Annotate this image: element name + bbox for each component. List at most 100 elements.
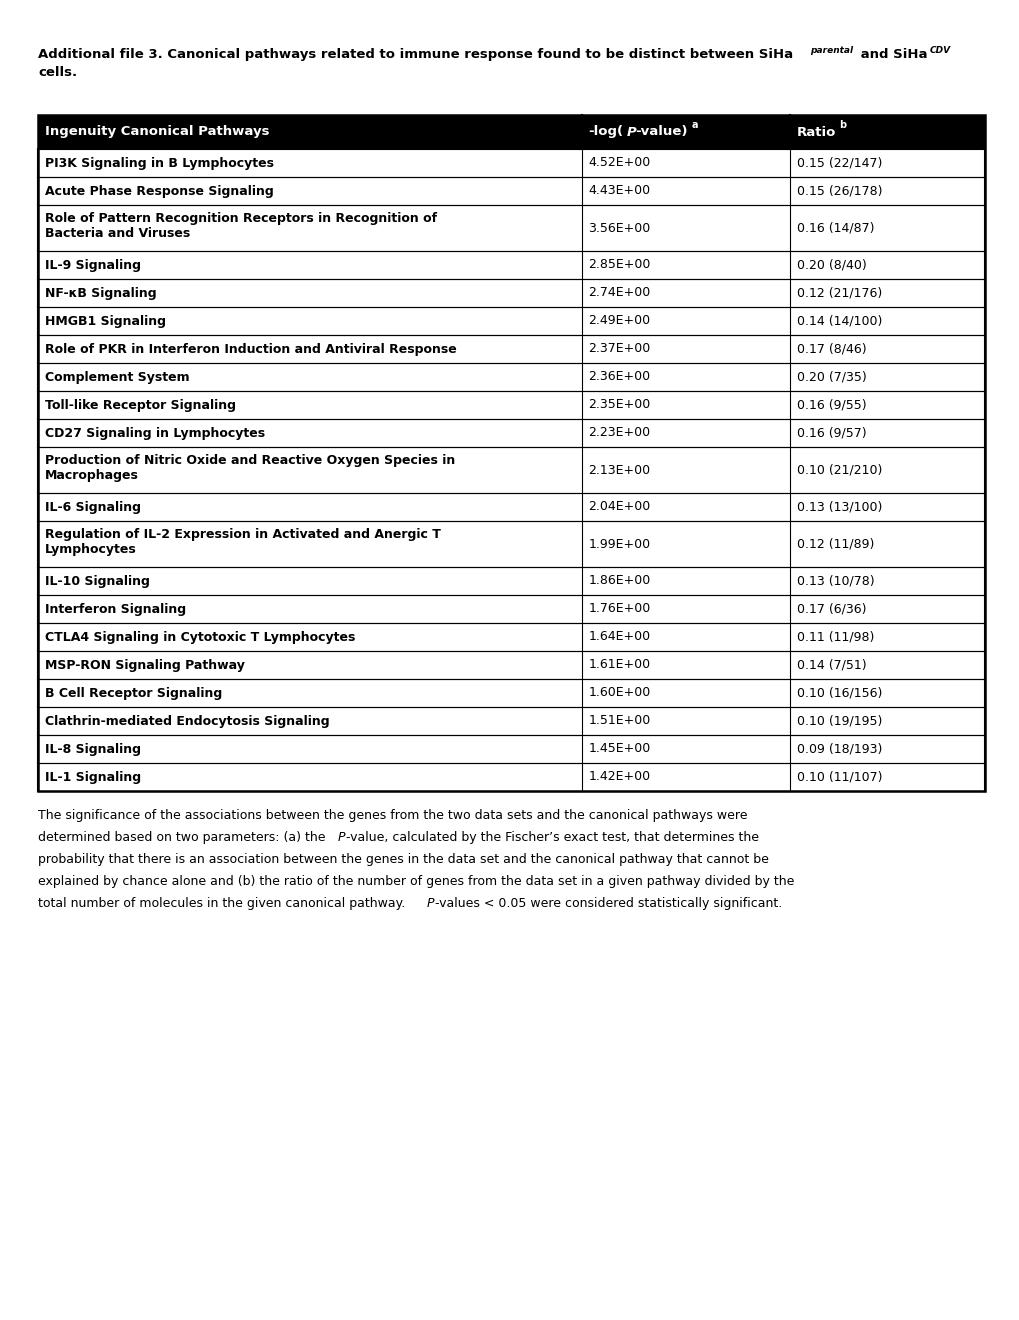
- Text: P: P: [626, 125, 636, 139]
- Text: Role of PKR in Interferon Induction and Antiviral Response: Role of PKR in Interferon Induction and …: [45, 342, 457, 355]
- Bar: [38, 279, 984, 308]
- Text: 0.14 (7/51): 0.14 (7/51): [796, 659, 866, 672]
- Bar: [38, 391, 984, 418]
- Text: 0.09 (18/193): 0.09 (18/193): [796, 742, 881, 755]
- Text: CDV: CDV: [929, 46, 950, 55]
- Bar: [38, 735, 984, 763]
- Text: The significance of the associations between the genes from the two data sets an: The significance of the associations bet…: [38, 809, 747, 822]
- Text: 4.43E+00: 4.43E+00: [588, 185, 650, 198]
- Text: 0.14 (14/100): 0.14 (14/100): [796, 314, 881, 327]
- Text: 2.37E+00: 2.37E+00: [588, 342, 650, 355]
- Bar: [38, 568, 984, 595]
- Text: Toll-like Receptor Signaling: Toll-like Receptor Signaling: [45, 399, 235, 412]
- Text: 0.11 (11/98): 0.11 (11/98): [796, 631, 873, 644]
- Text: 0.13 (10/78): 0.13 (10/78): [796, 574, 873, 587]
- Text: HMGB1 Signaling: HMGB1 Signaling: [45, 314, 166, 327]
- Bar: [38, 623, 984, 651]
- Text: 1.45E+00: 1.45E+00: [588, 742, 650, 755]
- Text: 2.36E+00: 2.36E+00: [588, 371, 650, 384]
- Text: CD27 Signaling in Lymphocytes: CD27 Signaling in Lymphocytes: [45, 426, 265, 440]
- Text: 2.23E+00: 2.23E+00: [588, 426, 650, 440]
- Text: 2.13E+00: 2.13E+00: [588, 463, 650, 477]
- Bar: [38, 708, 984, 735]
- Bar: [38, 521, 984, 568]
- Text: 0.10 (16/156): 0.10 (16/156): [796, 686, 881, 700]
- Text: 0.10 (19/195): 0.10 (19/195): [796, 714, 881, 727]
- Text: 0.15 (22/147): 0.15 (22/147): [796, 157, 881, 169]
- Text: 0.13 (13/100): 0.13 (13/100): [796, 500, 881, 513]
- Bar: [38, 149, 984, 177]
- Text: 2.04E+00: 2.04E+00: [588, 500, 650, 513]
- Text: -values < 0.05 were considered statistically significant.: -values < 0.05 were considered statistic…: [434, 898, 782, 909]
- Text: IL-9 Signaling: IL-9 Signaling: [45, 259, 141, 272]
- Text: Regulation of IL-2 Expression in Activated and Anergic T
Lymphocytes: Regulation of IL-2 Expression in Activat…: [45, 528, 440, 556]
- Text: 0.16 (9/55): 0.16 (9/55): [796, 399, 866, 412]
- Text: IL-1 Signaling: IL-1 Signaling: [45, 771, 141, 784]
- Bar: [38, 595, 984, 623]
- Text: b: b: [838, 120, 845, 129]
- Bar: [38, 651, 984, 678]
- Text: IL-10 Signaling: IL-10 Signaling: [45, 574, 150, 587]
- Text: 0.20 (8/40): 0.20 (8/40): [796, 259, 866, 272]
- Bar: [38, 115, 984, 791]
- Text: NF-κB Signaling: NF-κB Signaling: [45, 286, 157, 300]
- Text: a: a: [691, 120, 697, 129]
- Text: 0.17 (6/36): 0.17 (6/36): [796, 602, 865, 615]
- Text: 2.74E+00: 2.74E+00: [588, 286, 650, 300]
- Text: Complement System: Complement System: [45, 371, 190, 384]
- Text: 0.12 (21/176): 0.12 (21/176): [796, 286, 881, 300]
- Text: 2.35E+00: 2.35E+00: [588, 399, 650, 412]
- Text: -value, calculated by the Fischer’s exact test, that determines the: -value, calculated by the Fischer’s exac…: [345, 832, 758, 843]
- Text: and SiHa: and SiHa: [855, 48, 926, 61]
- Text: -log(: -log(: [588, 125, 623, 139]
- Text: 4.52E+00: 4.52E+00: [588, 157, 650, 169]
- Bar: [38, 251, 984, 279]
- Text: 1.60E+00: 1.60E+00: [588, 686, 650, 700]
- Bar: [38, 115, 984, 149]
- Text: Ingenuity Canonical Pathways: Ingenuity Canonical Pathways: [45, 125, 269, 139]
- Text: 3.56E+00: 3.56E+00: [588, 222, 650, 235]
- Bar: [38, 177, 984, 205]
- Text: 1.86E+00: 1.86E+00: [588, 574, 650, 587]
- Text: MSP-RON Signaling Pathway: MSP-RON Signaling Pathway: [45, 659, 245, 672]
- Bar: [38, 205, 984, 251]
- Text: 0.10 (11/107): 0.10 (11/107): [796, 771, 881, 784]
- Bar: [38, 308, 984, 335]
- Text: 0.15 (26/178): 0.15 (26/178): [796, 185, 881, 198]
- Text: 1.99E+00: 1.99E+00: [588, 537, 650, 550]
- Text: Acute Phase Response Signaling: Acute Phase Response Signaling: [45, 185, 273, 198]
- Text: 1.42E+00: 1.42E+00: [588, 771, 650, 784]
- Text: probability that there is an association between the genes in the data set and t: probability that there is an association…: [38, 853, 768, 866]
- Text: Clathrin-mediated Endocytosis Signaling: Clathrin-mediated Endocytosis Signaling: [45, 714, 329, 727]
- Text: 0.16 (9/57): 0.16 (9/57): [796, 426, 866, 440]
- Text: 1.61E+00: 1.61E+00: [588, 659, 650, 672]
- Bar: [38, 492, 984, 521]
- Text: 2.49E+00: 2.49E+00: [588, 314, 650, 327]
- Text: 0.17 (8/46): 0.17 (8/46): [796, 342, 866, 355]
- Text: 1.51E+00: 1.51E+00: [588, 714, 650, 727]
- Text: 0.10 (21/210): 0.10 (21/210): [796, 463, 881, 477]
- Text: determined based on two parameters: (a) the: determined based on two parameters: (a) …: [38, 832, 329, 843]
- Text: CTLA4 Signaling in Cytotoxic T Lymphocytes: CTLA4 Signaling in Cytotoxic T Lymphocyt…: [45, 631, 355, 644]
- Bar: [38, 447, 984, 492]
- Text: PI3K Signaling in B Lymphocytes: PI3K Signaling in B Lymphocytes: [45, 157, 274, 169]
- Text: 1.64E+00: 1.64E+00: [588, 631, 650, 644]
- Text: cells.: cells.: [38, 66, 77, 79]
- Text: Production of Nitric Oxide and Reactive Oxygen Species in
Macrophages: Production of Nitric Oxide and Reactive …: [45, 454, 454, 482]
- Bar: [38, 363, 984, 391]
- Text: -value): -value): [635, 125, 688, 139]
- Text: IL-6 Signaling: IL-6 Signaling: [45, 500, 141, 513]
- Bar: [38, 335, 984, 363]
- Text: Interferon Signaling: Interferon Signaling: [45, 602, 185, 615]
- Text: P: P: [337, 832, 345, 843]
- Bar: [38, 678, 984, 708]
- Text: total number of molecules in the given canonical pathway.: total number of molecules in the given c…: [38, 898, 409, 909]
- Text: 0.12 (11/89): 0.12 (11/89): [796, 537, 873, 550]
- Text: explained by chance alone and (b) the ratio of the number of genes from the data: explained by chance alone and (b) the ra…: [38, 875, 794, 888]
- Text: Ratio: Ratio: [796, 125, 836, 139]
- Text: 0.16 (14/87): 0.16 (14/87): [796, 222, 873, 235]
- Text: Additional file 3. Canonical pathways related to immune response found to be dis: Additional file 3. Canonical pathways re…: [38, 48, 793, 61]
- Bar: [38, 763, 984, 791]
- Text: B Cell Receptor Signaling: B Cell Receptor Signaling: [45, 686, 222, 700]
- Text: P: P: [427, 898, 434, 909]
